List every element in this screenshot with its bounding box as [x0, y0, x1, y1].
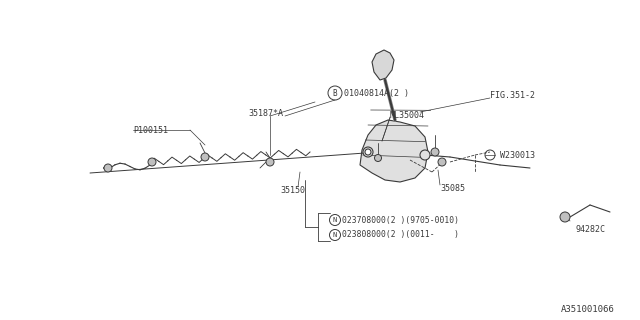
Text: 023708000(2 )(9705-0010): 023708000(2 )(9705-0010)	[342, 215, 459, 225]
Circle shape	[148, 158, 156, 166]
Circle shape	[201, 153, 209, 161]
Circle shape	[431, 148, 439, 156]
Circle shape	[266, 158, 274, 166]
Circle shape	[363, 147, 373, 157]
Text: N: N	[333, 217, 337, 223]
Text: 35187*A: 35187*A	[248, 108, 283, 117]
Circle shape	[365, 149, 371, 155]
Circle shape	[438, 158, 446, 166]
Text: P100151: P100151	[133, 125, 168, 134]
Text: W230013: W230013	[500, 150, 535, 159]
Circle shape	[374, 155, 381, 162]
Text: 35150: 35150	[280, 186, 305, 195]
Text: FIG.351-2: FIG.351-2	[490, 91, 535, 100]
Text: B: B	[333, 89, 337, 98]
Text: 023808000(2 )(0011-    ): 023808000(2 )(0011- )	[342, 230, 459, 239]
Text: 94282C: 94282C	[575, 226, 605, 235]
Polygon shape	[372, 50, 394, 80]
Text: 01040814A(2 ): 01040814A(2 )	[344, 89, 409, 98]
Text: 35085: 35085	[440, 183, 465, 193]
Text: N: N	[333, 232, 337, 238]
Circle shape	[104, 164, 112, 172]
Text: A351001066: A351001066	[561, 306, 615, 315]
Polygon shape	[360, 120, 428, 182]
Text: ML35004: ML35004	[390, 110, 425, 119]
Circle shape	[560, 212, 570, 222]
Circle shape	[420, 150, 430, 160]
